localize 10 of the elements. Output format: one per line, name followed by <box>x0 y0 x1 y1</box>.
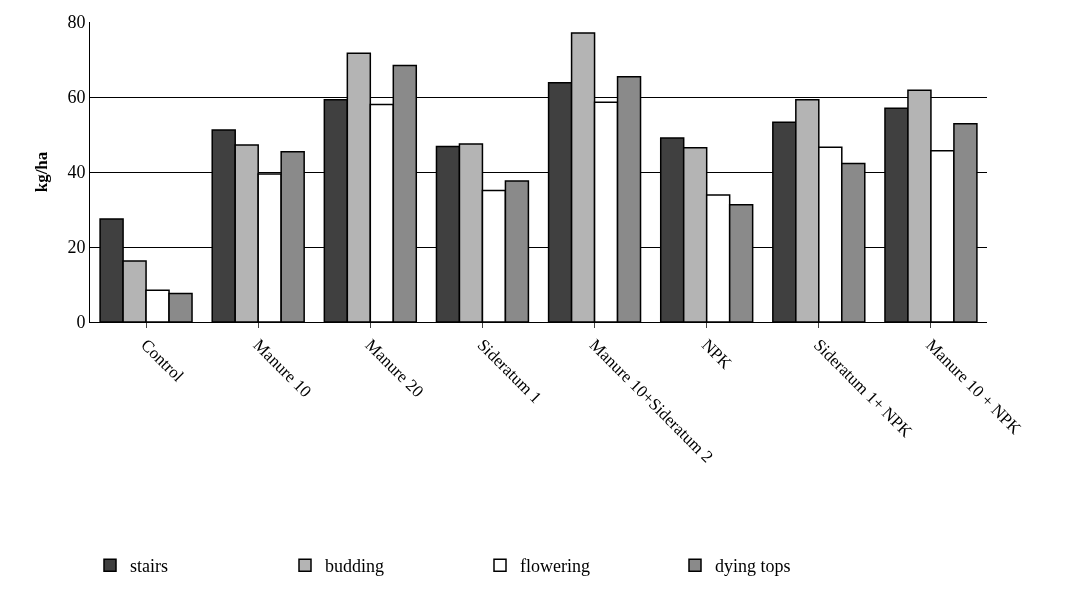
y-tick-label: 40 <box>67 162 86 183</box>
legend-label: budding <box>325 556 385 577</box>
legend-label: flowering <box>520 556 590 577</box>
y-tick-label: 60 <box>67 87 86 108</box>
y-tick-label: 0 <box>76 312 86 333</box>
y-tick-label: 80 <box>67 12 86 33</box>
y-axis-title: kg/ha <box>31 151 51 193</box>
y-tick-label: 20 <box>67 237 86 258</box>
legend-label: dying tops <box>715 556 791 577</box>
legend-label: stairs <box>130 556 168 577</box>
